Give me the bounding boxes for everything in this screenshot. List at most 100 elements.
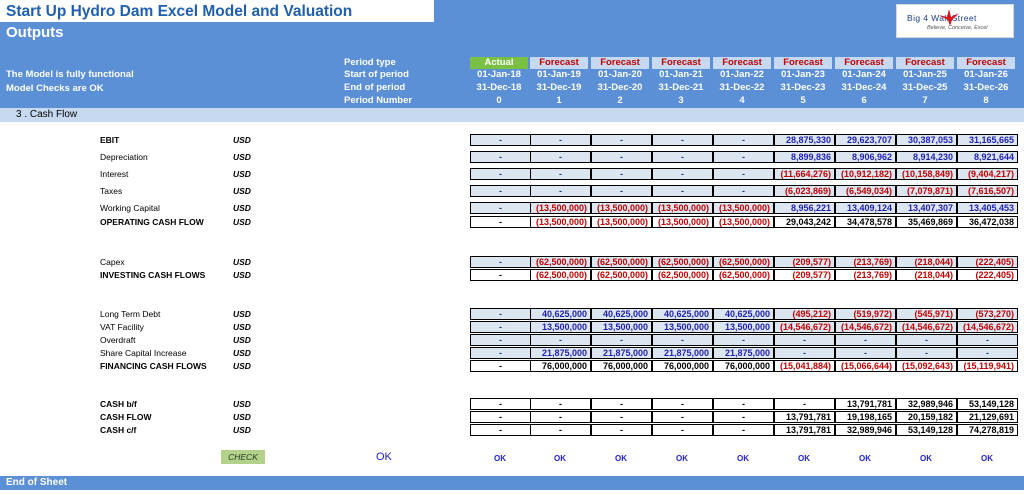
table-cell[interactable]: (209,577) bbox=[774, 256, 835, 268]
table-cell[interactable]: (14,546,672) bbox=[774, 321, 835, 333]
table-cell[interactable]: (213,769) bbox=[835, 256, 896, 268]
table-cell[interactable]: 40,625,000 bbox=[652, 308, 713, 320]
table-cell[interactable]: - bbox=[470, 134, 531, 146]
table-cell[interactable]: 20,159,182 bbox=[896, 411, 957, 423]
table-cell[interactable]: 8,956,221 bbox=[774, 202, 835, 214]
table-cell[interactable]: 13,500,000 bbox=[530, 321, 591, 333]
table-cell[interactable]: - bbox=[591, 168, 652, 180]
table-cell[interactable]: (519,972) bbox=[835, 308, 896, 320]
table-cell[interactable]: - bbox=[530, 398, 591, 410]
table-cell[interactable]: 19,198,165 bbox=[835, 411, 896, 423]
table-cell[interactable]: 32,989,946 bbox=[896, 398, 957, 410]
table-cell[interactable]: - bbox=[713, 398, 774, 410]
table-cell[interactable]: 31,165,665 bbox=[957, 134, 1018, 146]
table-cell[interactable]: - bbox=[591, 334, 652, 346]
table-cell[interactable]: (62,500,000) bbox=[652, 256, 713, 268]
table-cell[interactable]: - bbox=[470, 334, 531, 346]
table-cell[interactable]: 40,625,000 bbox=[713, 308, 774, 320]
table-cell[interactable]: 74,278,819 bbox=[957, 424, 1018, 436]
table-cell[interactable]: (11,664,276) bbox=[774, 168, 835, 180]
table-cell[interactable]: - bbox=[530, 424, 591, 436]
table-cell[interactable]: 13,500,000 bbox=[652, 321, 713, 333]
table-cell[interactable]: - bbox=[713, 334, 774, 346]
table-cell[interactable]: (13,500,000) bbox=[652, 216, 713, 228]
table-cell[interactable]: 8,914,230 bbox=[896, 151, 957, 163]
table-cell[interactable]: - bbox=[835, 334, 896, 346]
table-cell[interactable]: - bbox=[652, 334, 713, 346]
table-cell[interactable]: 21,875,000 bbox=[591, 347, 652, 359]
table-cell[interactable]: (213,769) bbox=[835, 269, 896, 281]
table-cell[interactable]: 21,129,691 bbox=[957, 411, 1018, 423]
table-cell[interactable]: - bbox=[591, 424, 652, 436]
table-cell[interactable]: 28,875,330 bbox=[774, 134, 835, 146]
table-cell[interactable]: (7,616,507) bbox=[957, 185, 1018, 197]
table-cell[interactable]: - bbox=[652, 168, 713, 180]
table-cell[interactable]: (15,092,643) bbox=[896, 360, 957, 372]
table-cell[interactable]: (573,270) bbox=[957, 308, 1018, 320]
table-cell[interactable]: - bbox=[470, 308, 531, 320]
table-cell[interactable]: - bbox=[591, 398, 652, 410]
table-cell[interactable]: - bbox=[713, 411, 774, 423]
table-cell[interactable]: - bbox=[470, 269, 531, 281]
table-cell[interactable]: - bbox=[652, 185, 713, 197]
table-cell[interactable]: 30,387,053 bbox=[896, 134, 957, 146]
table-cell[interactable]: - bbox=[470, 347, 531, 359]
table-cell[interactable]: - bbox=[774, 334, 835, 346]
table-cell[interactable]: 13,407,307 bbox=[896, 202, 957, 214]
table-cell[interactable]: (14,546,672) bbox=[835, 321, 896, 333]
table-cell[interactable]: (62,500,000) bbox=[591, 269, 652, 281]
table-cell[interactable]: - bbox=[530, 334, 591, 346]
table-cell[interactable]: - bbox=[470, 398, 531, 410]
table-cell[interactable]: 21,875,000 bbox=[713, 347, 774, 359]
table-cell[interactable]: - bbox=[530, 411, 591, 423]
table-cell[interactable]: 8,921,644 bbox=[957, 151, 1018, 163]
table-cell[interactable]: (13,500,000) bbox=[713, 216, 774, 228]
table-cell[interactable]: (13,500,000) bbox=[530, 202, 591, 214]
table-cell[interactable]: (62,500,000) bbox=[652, 269, 713, 281]
table-cell[interactable]: - bbox=[957, 334, 1018, 346]
table-cell[interactable]: (7,079,871) bbox=[896, 185, 957, 197]
table-cell[interactable]: (13,500,000) bbox=[591, 202, 652, 214]
table-cell[interactable]: - bbox=[896, 334, 957, 346]
table-cell[interactable]: (15,041,884) bbox=[774, 360, 835, 372]
table-cell[interactable]: - bbox=[713, 168, 774, 180]
table-cell[interactable]: 13,791,781 bbox=[835, 398, 896, 410]
table-cell[interactable]: 21,875,000 bbox=[530, 347, 591, 359]
table-cell[interactable]: 13,409,124 bbox=[835, 202, 896, 214]
table-cell[interactable]: 40,625,000 bbox=[530, 308, 591, 320]
table-cell[interactable]: (222,405) bbox=[957, 269, 1018, 281]
table-cell[interactable]: 40,625,000 bbox=[591, 308, 652, 320]
table-cell[interactable]: - bbox=[713, 134, 774, 146]
table-cell[interactable]: 13,500,000 bbox=[591, 321, 652, 333]
table-cell[interactable]: (62,500,000) bbox=[530, 269, 591, 281]
table-cell[interactable]: - bbox=[713, 424, 774, 436]
table-cell[interactable]: 8,906,962 bbox=[835, 151, 896, 163]
table-cell[interactable]: 76,000,000 bbox=[530, 360, 591, 372]
table-cell[interactable]: (14,546,672) bbox=[896, 321, 957, 333]
table-cell[interactable]: - bbox=[713, 185, 774, 197]
table-cell[interactable]: - bbox=[774, 347, 835, 359]
table-cell[interactable]: - bbox=[652, 398, 713, 410]
table-cell[interactable]: - bbox=[530, 151, 591, 163]
table-cell[interactable]: 35,469,869 bbox=[896, 216, 957, 228]
table-cell[interactable]: (13,500,000) bbox=[530, 216, 591, 228]
table-cell[interactable]: 21,875,000 bbox=[652, 347, 713, 359]
table-cell[interactable]: 76,000,000 bbox=[591, 360, 652, 372]
table-cell[interactable]: - bbox=[591, 411, 652, 423]
table-cell[interactable]: (62,500,000) bbox=[713, 256, 774, 268]
table-cell[interactable]: 29,043,242 bbox=[774, 216, 835, 228]
table-cell[interactable]: (14,546,672) bbox=[957, 321, 1018, 333]
table-cell[interactable]: - bbox=[530, 168, 591, 180]
table-cell[interactable]: (62,500,000) bbox=[591, 256, 652, 268]
table-cell[interactable]: - bbox=[652, 151, 713, 163]
table-cell[interactable]: - bbox=[470, 256, 531, 268]
table-cell[interactable]: - bbox=[530, 134, 591, 146]
table-cell[interactable]: (209,577) bbox=[774, 269, 835, 281]
table-cell[interactable]: - bbox=[591, 185, 652, 197]
table-cell[interactable]: (495,212) bbox=[774, 308, 835, 320]
table-cell[interactable]: (9,404,217) bbox=[957, 168, 1018, 180]
table-cell[interactable]: (62,500,000) bbox=[713, 269, 774, 281]
table-cell[interactable]: 13,791,781 bbox=[774, 411, 835, 423]
table-cell[interactable]: - bbox=[470, 411, 531, 423]
table-cell[interactable]: 8,899,836 bbox=[774, 151, 835, 163]
